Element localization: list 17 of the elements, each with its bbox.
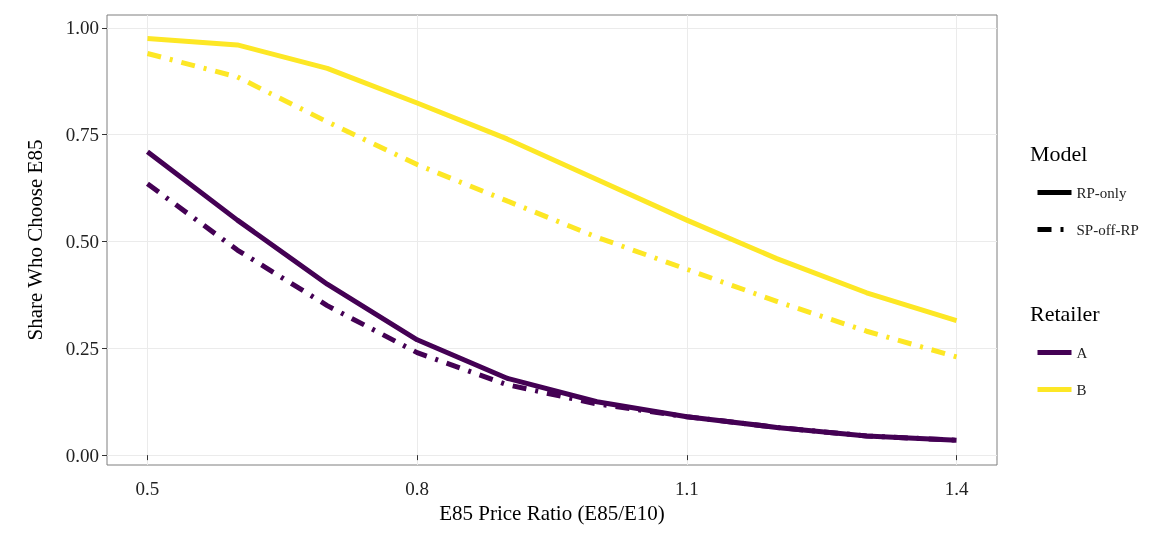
x-tick-label: 1.1 — [674, 478, 699, 499]
text: Retailer — [1030, 300, 1100, 326]
x-tick-label: 1.4 — [944, 478, 969, 499]
y-tick-label: 0.25 — [65, 337, 99, 359]
legend-label: A — [1076, 344, 1088, 361]
x-axis-title: E85 Price Ratio (E85/E10) — [439, 501, 665, 526]
y-tick-label: 0.00 — [65, 444, 99, 466]
y-tick-label: 0.75 — [65, 124, 99, 146]
y-axis-title: Share Who Choose E85 — [22, 139, 47, 341]
y-tick-label: 1.00 — [65, 17, 99, 39]
legend-label: SP-off-RP — [1076, 221, 1139, 238]
legend-label: B — [1076, 381, 1087, 398]
x-tick-label: 0.5 — [135, 478, 160, 499]
y-tick-label: 0.50 — [65, 231, 99, 252]
x-tick-label: 0.8 — [405, 478, 430, 499]
text: Model — [1030, 140, 1088, 166]
legend-label: RP-only — [1076, 184, 1128, 201]
